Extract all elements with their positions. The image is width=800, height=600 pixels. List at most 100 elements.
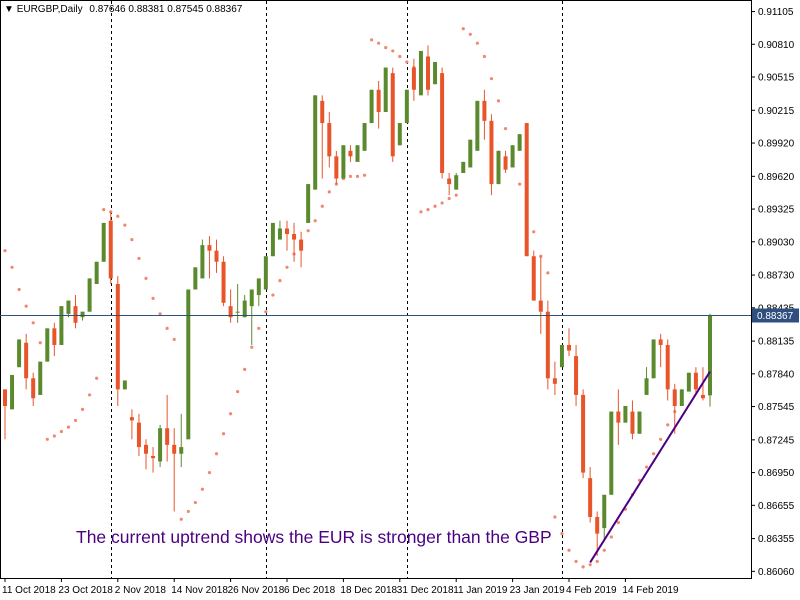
candle[interactable] — [256, 278, 261, 307]
candle[interactable] — [447, 172, 452, 196]
candle[interactable] — [285, 220, 289, 251]
candle[interactable] — [581, 389, 586, 479]
candle[interactable] — [588, 467, 593, 523]
candle[interactable] — [193, 267, 198, 290]
candle[interactable] — [538, 256, 543, 334]
candle[interactable] — [672, 383, 677, 434]
candle[interactable] — [108, 211, 113, 284]
candle[interactable] — [179, 413, 184, 468]
candle[interactable] — [172, 428, 177, 512]
candle[interactable] — [616, 389, 621, 445]
candle[interactable] — [242, 295, 247, 318]
candle[interactable] — [136, 413, 141, 456]
candle[interactable] — [708, 313, 712, 407]
candle[interactable] — [52, 322, 57, 357]
candle[interactable] — [38, 361, 43, 395]
candle[interactable] — [404, 89, 409, 124]
candle[interactable] — [144, 439, 148, 470]
dropdown-arrow-icon[interactable]: ▼ — [4, 4, 14, 15]
candle[interactable] — [221, 256, 226, 307]
candle[interactable] — [249, 289, 254, 345]
candle[interactable] — [334, 150, 339, 185]
candle[interactable] — [235, 283, 240, 323]
candle[interactable] — [574, 344, 579, 407]
candle[interactable] — [73, 295, 78, 329]
candle[interactable] — [158, 424, 163, 468]
candle[interactable] — [559, 344, 564, 368]
candle[interactable] — [496, 150, 501, 185]
candle[interactable] — [129, 409, 134, 440]
candle[interactable] — [299, 231, 304, 268]
candle[interactable] — [277, 220, 282, 240]
candle[interactable] — [418, 50, 423, 96]
candle[interactable] — [545, 300, 550, 390]
candle[interactable] — [341, 145, 346, 179]
candle[interactable] — [644, 367, 649, 395]
candle[interactable] — [292, 222, 297, 262]
candle[interactable] — [468, 139, 473, 168]
candle[interactable] — [658, 333, 663, 368]
uptrend-line[interactable] — [589, 371, 711, 563]
candle[interactable] — [369, 89, 374, 124]
candle[interactable] — [397, 123, 402, 146]
candle[interactable] — [17, 339, 22, 368]
candle[interactable] — [306, 184, 311, 223]
candle[interactable] — [517, 134, 522, 151]
candle[interactable] — [510, 145, 515, 168]
candle[interactable] — [679, 389, 684, 407]
candle[interactable] — [531, 250, 536, 301]
candle[interactable] — [665, 339, 670, 401]
candle[interactable] — [228, 289, 233, 323]
candle[interactable] — [3, 389, 7, 440]
candle[interactable] — [630, 400, 635, 440]
candle[interactable] — [693, 367, 698, 395]
candle[interactable] — [637, 411, 642, 434]
candle[interactable] — [87, 278, 92, 312]
candle[interactable] — [552, 361, 557, 395]
candle[interactable] — [270, 222, 275, 257]
candle[interactable] — [433, 62, 438, 85]
candle[interactable] — [214, 239, 219, 273]
candle[interactable] — [313, 95, 318, 190]
candle[interactable] — [686, 372, 691, 392]
candle[interactable] — [595, 511, 600, 556]
candle[interactable] — [461, 161, 466, 173]
candle[interactable] — [80, 311, 85, 321]
candle[interactable] — [355, 145, 360, 162]
candle[interactable] — [24, 333, 29, 390]
candle[interactable] — [320, 95, 325, 179]
candle[interactable] — [94, 261, 99, 284]
plot-area[interactable] — [0, 0, 752, 579]
candle[interactable] — [151, 447, 156, 473]
candle[interactable] — [186, 289, 191, 440]
candle[interactable] — [263, 256, 268, 290]
candle[interactable] — [45, 328, 50, 362]
candle[interactable] — [66, 300, 71, 318]
candle[interactable] — [376, 80, 381, 129]
candle[interactable] — [362, 123, 367, 151]
candle[interactable] — [59, 306, 64, 345]
candle[interactable] — [390, 67, 395, 162]
candle[interactable] — [524, 123, 529, 257]
candle[interactable] — [454, 172, 459, 190]
candle[interactable] — [10, 374, 15, 410]
candle[interactable] — [327, 111, 332, 168]
candle[interactable] — [482, 89, 487, 140]
candle[interactable] — [348, 145, 353, 162]
candle[interactable] — [426, 45, 430, 96]
candle[interactable] — [207, 236, 212, 279]
candle[interactable] — [115, 276, 120, 407]
candle[interactable] — [651, 339, 656, 379]
candle[interactable] — [602, 494, 607, 540]
candle[interactable] — [623, 406, 628, 423]
candle[interactable] — [567, 328, 571, 357]
candle[interactable] — [489, 114, 494, 196]
candle[interactable] — [165, 394, 170, 462]
candle[interactable] — [475, 100, 480, 151]
candle[interactable] — [503, 150, 508, 173]
candle[interactable] — [383, 67, 388, 112]
candle[interactable] — [609, 411, 614, 495]
candle[interactable] — [411, 58, 416, 101]
candle[interactable] — [101, 222, 106, 262]
